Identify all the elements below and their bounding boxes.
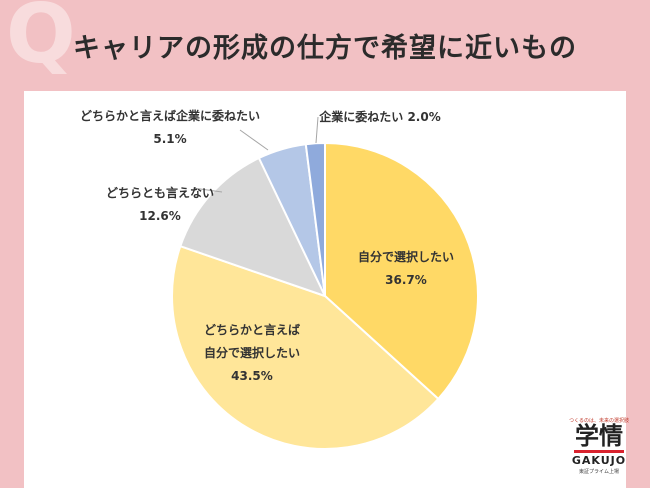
slice-label: 自分で選択したい (358, 249, 454, 264)
logo-mark: 学情 (575, 422, 623, 450)
slice-percent-label: 36.7% (385, 273, 427, 287)
logo-footer: 東証プライム上場 (579, 469, 619, 475)
page-title: キャリアの形成の仕方で希望に近いもの (73, 33, 577, 64)
slice-percent-label: 12.6% (139, 209, 181, 223)
slice-label: 企業に委ねたい 2.0% (318, 109, 440, 124)
slice-label: 自分で選択したい (204, 345, 300, 360)
slice-label: どちらかと言えば (204, 322, 300, 337)
q-decoration-icon: Q (6, 0, 76, 82)
slice-label: どちらとも言えない (106, 185, 214, 200)
logo-tagline: つくるのは、未来の選択肢 (569, 418, 629, 424)
pie-slice (304, 141, 326, 297)
logo-name: GAKUJO (571, 454, 627, 467)
pie-slice (324, 141, 479, 401)
leader-line (192, 187, 223, 193)
slice-percent-label: 43.5% (231, 369, 273, 383)
logo-bar (574, 450, 624, 453)
leader-line (315, 116, 319, 144)
slice-percent-label: 5.1% (153, 132, 186, 146)
pie-slice (170, 244, 440, 450)
leader-line (239, 129, 269, 151)
pie-slice (179, 156, 327, 298)
slice-label: どちらかと言えば企業に委ねたい (80, 108, 260, 123)
